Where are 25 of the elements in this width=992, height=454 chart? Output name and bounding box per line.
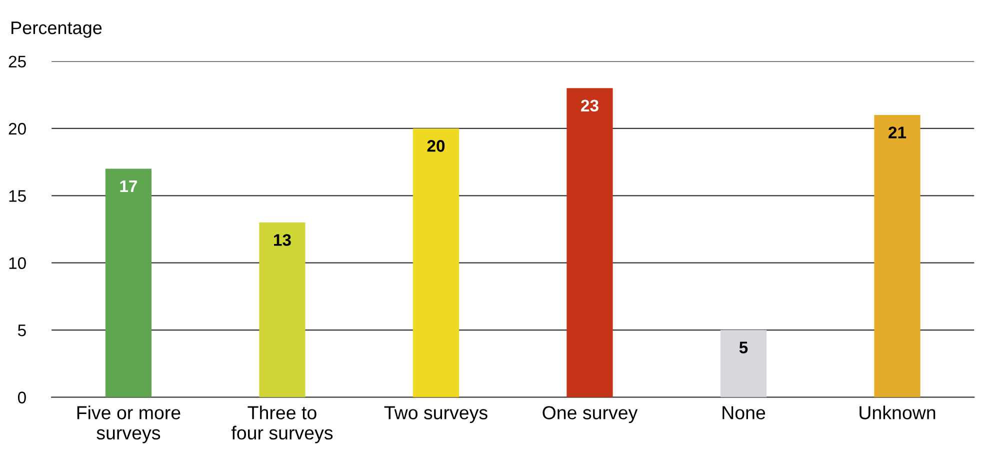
x-tick-label: Two surveys xyxy=(384,406,488,424)
y-axis-title: Percentage xyxy=(12,22,102,38)
y-tick-label: 0 xyxy=(18,392,26,404)
bar xyxy=(566,88,613,398)
bar xyxy=(259,222,306,398)
x-tick-label: One survey xyxy=(542,406,638,424)
y-tick-label: 25 xyxy=(8,56,26,68)
y-tick-label: 10 xyxy=(9,257,26,270)
data-label: 23 xyxy=(581,100,598,112)
x-tick-label: Five or more surveys xyxy=(77,406,180,444)
y-tick-label: 5 xyxy=(18,324,26,336)
data-label: 20 xyxy=(427,140,445,152)
x-tick-label: Unknown xyxy=(860,406,936,420)
bar xyxy=(720,330,767,398)
x-tick-label: None xyxy=(722,406,766,420)
bar xyxy=(105,168,152,398)
data-label: 5 xyxy=(739,342,748,354)
bar xyxy=(874,115,920,398)
data-label: 21 xyxy=(888,126,906,138)
y-tick-label: 15 xyxy=(9,190,26,202)
data-label: 13 xyxy=(274,234,291,246)
bar xyxy=(412,128,460,398)
data-label: 17 xyxy=(120,180,137,192)
x-tick-label: Three to four surveys xyxy=(231,406,333,444)
y-tick-label: 20 xyxy=(8,122,26,135)
